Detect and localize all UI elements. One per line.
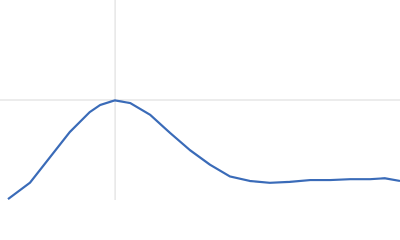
chart — [0, 0, 400, 200]
data-line — [7, 99, 400, 200]
